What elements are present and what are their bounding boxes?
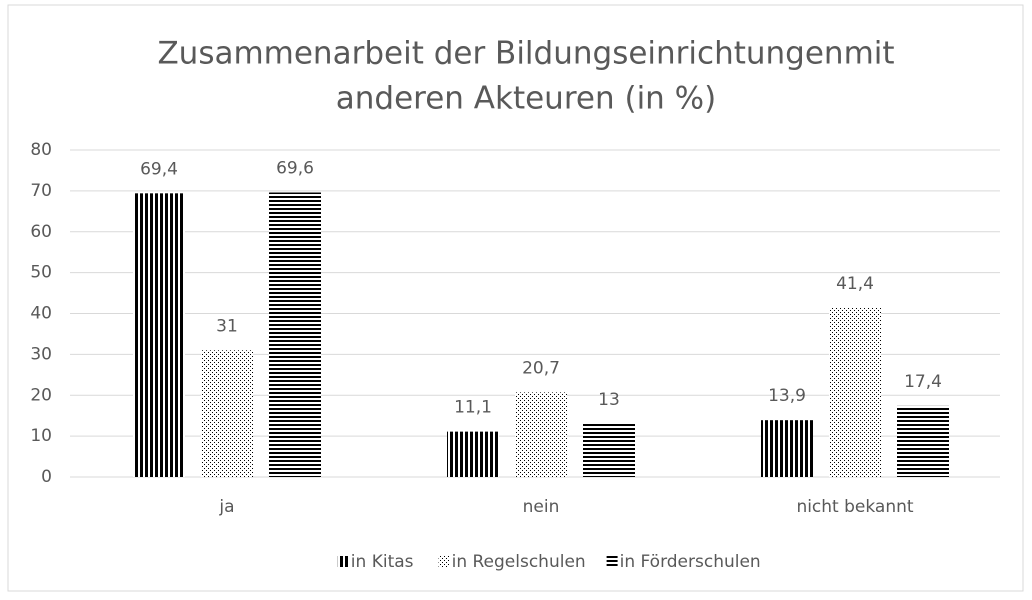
bar xyxy=(201,350,253,477)
legend-label: in Kitas xyxy=(351,552,414,572)
y-tick-label: 20 xyxy=(30,385,52,405)
data-label: 69,4 xyxy=(140,159,178,179)
bar xyxy=(269,192,321,477)
y-tick-label: 70 xyxy=(30,181,52,201)
data-label: 13 xyxy=(598,390,620,410)
legend-label: in Förderschulen xyxy=(620,552,761,572)
x-tick-label: nicht bekannt xyxy=(796,497,913,517)
legend-swatch xyxy=(337,556,349,567)
y-tick-label: 30 xyxy=(30,344,52,364)
x-tick-label: nein xyxy=(523,497,560,517)
chart-title: anderen Akteuren (in %) xyxy=(336,81,716,117)
data-label: 69,6 xyxy=(276,159,314,179)
bar xyxy=(583,423,635,477)
legend-swatch xyxy=(438,556,450,567)
bar xyxy=(829,307,881,477)
data-label: 41,4 xyxy=(836,274,874,294)
bar xyxy=(447,431,499,477)
legend-label: in Regelschulen xyxy=(452,552,586,572)
y-tick-label: 60 xyxy=(30,222,52,242)
y-tick-label: 50 xyxy=(30,263,52,283)
y-tick-label: 40 xyxy=(30,304,52,324)
bar xyxy=(761,420,813,477)
bar xyxy=(897,405,949,477)
y-tick-label: 0 xyxy=(41,467,52,487)
data-label: 13,9 xyxy=(768,386,806,406)
y-tick-label: 80 xyxy=(30,140,52,160)
data-label: 31 xyxy=(216,316,238,336)
chart-title: Zusammenarbeit der Bildungseinrichtungen… xyxy=(157,36,894,72)
bar xyxy=(133,193,185,477)
x-tick-label: ja xyxy=(218,497,234,517)
data-label: 17,4 xyxy=(904,372,942,392)
y-tick-label: 10 xyxy=(30,426,52,446)
data-label: 20,7 xyxy=(522,358,560,378)
data-label: 11,1 xyxy=(454,398,492,418)
legend-swatch xyxy=(606,556,618,567)
bar xyxy=(515,392,567,477)
